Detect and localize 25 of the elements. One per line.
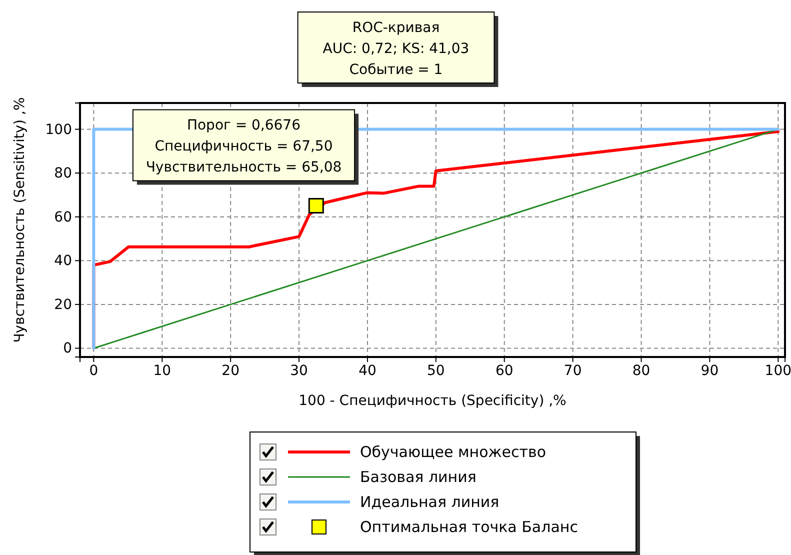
annotation: Порог = 0,6676 Специфичность = 67,50 Чувствительность = 65,08 bbox=[146, 117, 342, 176]
x-tick-label: 40 bbox=[358, 362, 376, 379]
x-tick-label: 20 bbox=[222, 362, 240, 379]
x-tick-label: 50 bbox=[427, 362, 445, 379]
y-tick-label: 40 bbox=[54, 253, 72, 270]
x-tick-label: 0 bbox=[89, 362, 98, 379]
y-tick-label: 100 bbox=[45, 122, 72, 138]
y-axis-title: Чувствительность (Sensitivity) ,% bbox=[12, 97, 28, 343]
x-tick-label: 80 bbox=[632, 362, 650, 379]
x-tick-label: 30 bbox=[290, 362, 308, 379]
y-tick-label: 80 bbox=[54, 166, 72, 182]
x-tick-label: 70 bbox=[564, 362, 582, 379]
x-tick-label: 100 bbox=[764, 362, 791, 379]
legend-label: Идеальная линия bbox=[360, 493, 500, 511]
x-tick-label: 90 bbox=[700, 362, 719, 379]
x-tick-label: 60 bbox=[495, 362, 514, 379]
legend-label: Обучающее множество bbox=[360, 443, 546, 461]
x-axis-title: 100 - Специфичность (Specificity) ,% bbox=[298, 393, 566, 409]
x-tick-label: 10 bbox=[153, 362, 172, 379]
y-tick-label: 0 bbox=[63, 340, 72, 357]
y-tick-label: 20 bbox=[54, 296, 72, 313]
text: ROC-кривая AUC: 0,72; KS: 41,03 Событие = 1 bbox=[322, 20, 470, 78]
y-tick-label: 60 bbox=[54, 209, 72, 226]
legend-label: Оптимальная точка Баланс bbox=[360, 518, 578, 536]
legend-label: Базовая линия bbox=[360, 468, 476, 486]
